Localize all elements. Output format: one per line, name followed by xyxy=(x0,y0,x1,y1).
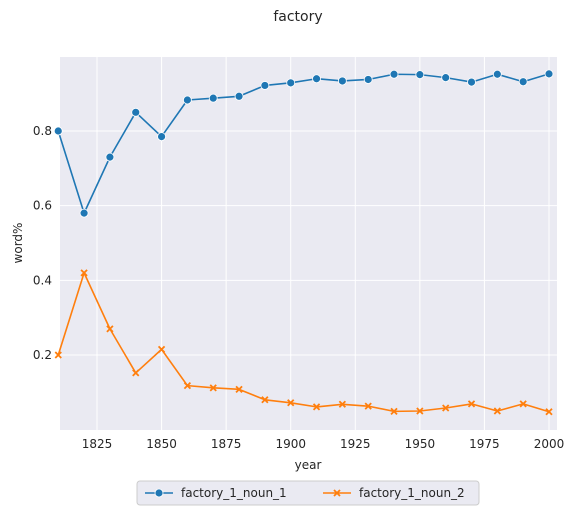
data-point xyxy=(337,76,347,86)
data-point xyxy=(235,385,243,393)
data-point xyxy=(157,345,166,354)
series-2 xyxy=(54,269,553,416)
data-point xyxy=(415,70,425,80)
data-point xyxy=(208,93,218,103)
data-point xyxy=(441,73,451,83)
data-point xyxy=(261,396,269,404)
data-point xyxy=(312,74,321,84)
data-point xyxy=(106,325,114,333)
data-point xyxy=(183,381,192,390)
data-point xyxy=(492,69,502,79)
data-point xyxy=(518,77,528,87)
data-point xyxy=(53,126,63,136)
data-point xyxy=(364,402,372,410)
data-point xyxy=(286,78,296,88)
legend-marker xyxy=(333,489,341,497)
data-point xyxy=(260,81,270,90)
x-tick-label: 1900 xyxy=(275,437,306,451)
x-tick-label: 1875 xyxy=(211,437,242,451)
x-tick-label: 1975 xyxy=(469,437,500,451)
chart-title: factory xyxy=(273,9,322,25)
legend-marker xyxy=(154,488,164,498)
data-point xyxy=(363,75,373,84)
x-tick-label: 1825 xyxy=(82,437,113,451)
series-line xyxy=(57,272,550,413)
series-1 xyxy=(53,69,554,218)
data-point xyxy=(390,407,398,416)
legend-frame xyxy=(136,480,480,506)
legend-item-2: factory_1_noun_2 xyxy=(323,486,465,500)
y-axis-label: word% xyxy=(11,223,25,264)
x-tick-label: 1850 xyxy=(146,437,177,451)
y-tick-label: 0.6 xyxy=(33,199,52,213)
legend-label: factory_1_noun_1 xyxy=(181,486,287,500)
data-point xyxy=(131,107,141,117)
data-point xyxy=(312,403,321,411)
x-tick-labels: 1825 1850 1875 1900 1925 1950 1975 2000 xyxy=(82,437,565,451)
y-tick-label: 0.2 xyxy=(33,348,52,362)
legend-item-1: factory_1_noun_1 xyxy=(145,486,287,500)
x-tick-label: 2000 xyxy=(534,437,565,451)
data-point xyxy=(105,152,115,162)
y-tick-label: 0.8 xyxy=(33,124,52,138)
data-point xyxy=(467,400,476,408)
x-tick-label: 1950 xyxy=(405,437,436,451)
grid xyxy=(60,57,557,430)
data-point xyxy=(467,77,476,87)
data-point xyxy=(234,91,244,101)
data-point xyxy=(519,400,527,408)
data-point xyxy=(442,404,450,412)
data-point xyxy=(545,408,553,416)
data-point xyxy=(287,399,295,407)
data-point xyxy=(416,407,424,415)
data-point xyxy=(493,407,501,415)
data-point xyxy=(209,384,217,392)
data-point xyxy=(132,369,140,377)
data-point xyxy=(54,351,62,359)
data-point xyxy=(389,69,399,79)
x-axis-label: year xyxy=(295,458,322,472)
data-point xyxy=(182,95,192,105)
data-point xyxy=(544,69,554,79)
y-tick-labels: 0.2 0.4 0.6 0.8 xyxy=(33,124,52,362)
data-point xyxy=(79,208,89,218)
data-point xyxy=(338,400,347,408)
series-layer xyxy=(53,69,554,416)
legend: factory_1_noun_1 factory_1_noun_2 xyxy=(136,480,480,506)
data-point xyxy=(157,132,166,142)
y-tick-label: 0.4 xyxy=(33,273,52,287)
data-point xyxy=(80,269,88,277)
x-tick-label: 1925 xyxy=(340,437,371,451)
legend-label: factory_1_noun_2 xyxy=(359,486,465,500)
